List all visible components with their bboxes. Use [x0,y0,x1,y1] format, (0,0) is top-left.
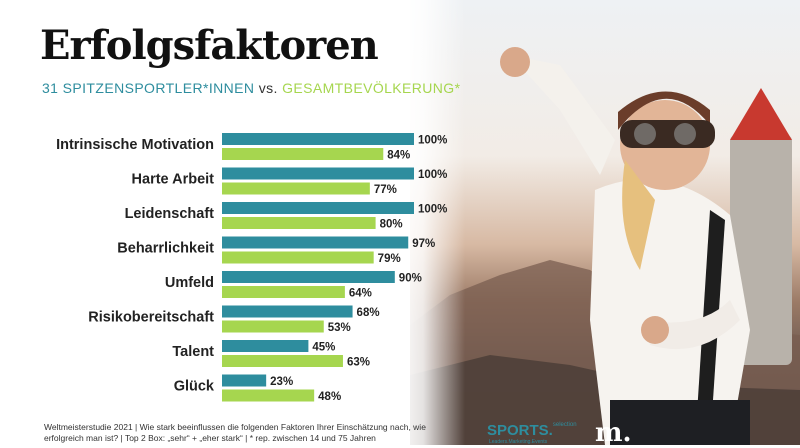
bar-chart: Intrinsische Motivation 100% 84% Harte Arbe… [56,133,447,403]
bar-series-2 [222,389,315,402]
subtitle-vs: vs. [258,80,278,96]
data-label: 45% [312,342,335,354]
category-label: Harte Arbeit [132,172,215,188]
subtitle-group1: 31 SPITZENSPORTLER*INNEN [42,80,255,96]
sports-logo-text: SPORTS. [487,422,553,439]
data-label: 63% [347,357,370,369]
data-label: 100% [418,204,447,216]
category-label: Glück [174,379,215,395]
bar-series-1 [222,202,414,214]
data-label: 48% [318,391,341,403]
m-logo: m. [595,418,632,448]
category-label: Umfeld [165,275,214,291]
bar-series-2 [222,182,370,195]
bar-series-1 [222,133,414,145]
data-label: 79% [378,253,401,265]
bar-series-1 [222,167,414,180]
data-label: 68% [357,307,380,319]
bar-series-2 [222,286,345,298]
sports-logo-tagline: Leaders.Marketing.Events [489,439,548,445]
photo-fade-overlay [395,0,465,445]
bar-series-1 [222,236,409,249]
data-label: 77% [374,184,397,196]
bar-series-1 [222,305,353,318]
category-label: Intrinsische Motivation [56,137,214,153]
footnote: Weltmeisterstudie 2021 | Wie stark beein… [44,422,426,443]
data-label: 90% [399,273,422,285]
background-photo [410,0,800,445]
category-label: Beharrlichkeit [117,241,214,257]
data-label: 100% [418,135,447,147]
bar-series-2 [222,148,384,160]
data-label: 64% [349,288,372,300]
bar-series-2 [222,320,324,333]
data-label: 23% [270,376,293,388]
data-label: 100% [418,169,447,181]
chart-subtitle: 31 SPITZENSPORTLER*INNEN vs. GESAMTBEVÖL… [42,80,460,96]
data-label: 97% [412,238,435,250]
chart-title: Erfolgsfaktoren [40,22,379,69]
child-astronaut-illustration [500,47,792,445]
bar-series-1 [222,374,267,387]
bar-series-2 [222,251,374,264]
data-label: 53% [328,322,351,334]
subtitle-group2: GESAMTBEVÖLKERUNG* [282,80,461,96]
category-label: Leidenschaft [125,206,215,222]
sports-logo-suffix: selection [552,422,577,428]
data-label: 84% [387,150,410,162]
category-label: Risikobereitschaft [88,310,214,326]
bar-series-1 [222,340,309,352]
sports-selection-logo: SPORTS.selection [487,422,577,439]
bar-series-2 [222,217,376,229]
bar-series-2 [222,355,343,367]
bar-series-1 [222,271,395,283]
category-label: Talent [172,344,214,360]
data-label: 80% [380,219,403,231]
